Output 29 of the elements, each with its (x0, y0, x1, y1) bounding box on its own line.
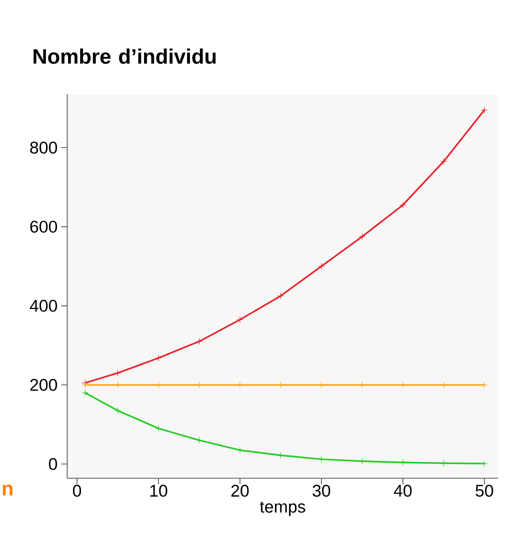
chart-title: Nombre d’individu (34, 48, 216, 64)
point (114, 407, 122, 414)
point (114, 370, 122, 376)
point (236, 316, 244, 323)
point (481, 106, 488, 114)
point (440, 158, 447, 165)
x-tick-label: 0 (72, 484, 82, 497)
x-tick-label: 20 (231, 484, 249, 497)
x-tick-label: 30 (312, 484, 330, 497)
x-axis-title: temps (260, 502, 306, 516)
point (277, 292, 284, 300)
x-tick-label: 40 (394, 484, 412, 497)
point (196, 338, 203, 345)
y-tick-label: 400 (30, 300, 58, 312)
text: n (2, 484, 12, 496)
point (358, 233, 366, 240)
point (155, 354, 162, 362)
x-tick-label: 10 (150, 484, 168, 497)
point (155, 425, 162, 432)
point (400, 202, 406, 208)
point (318, 262, 325, 270)
point (236, 446, 244, 454)
y-tick-label: 200 (30, 378, 58, 391)
y-tick-label: 600 (30, 220, 58, 233)
y-tick-label: 0 (48, 458, 58, 470)
y-tick-label: 800 (30, 142, 58, 154)
x-tick-label: 50 (476, 484, 494, 497)
point (82, 390, 88, 396)
point (196, 436, 203, 444)
